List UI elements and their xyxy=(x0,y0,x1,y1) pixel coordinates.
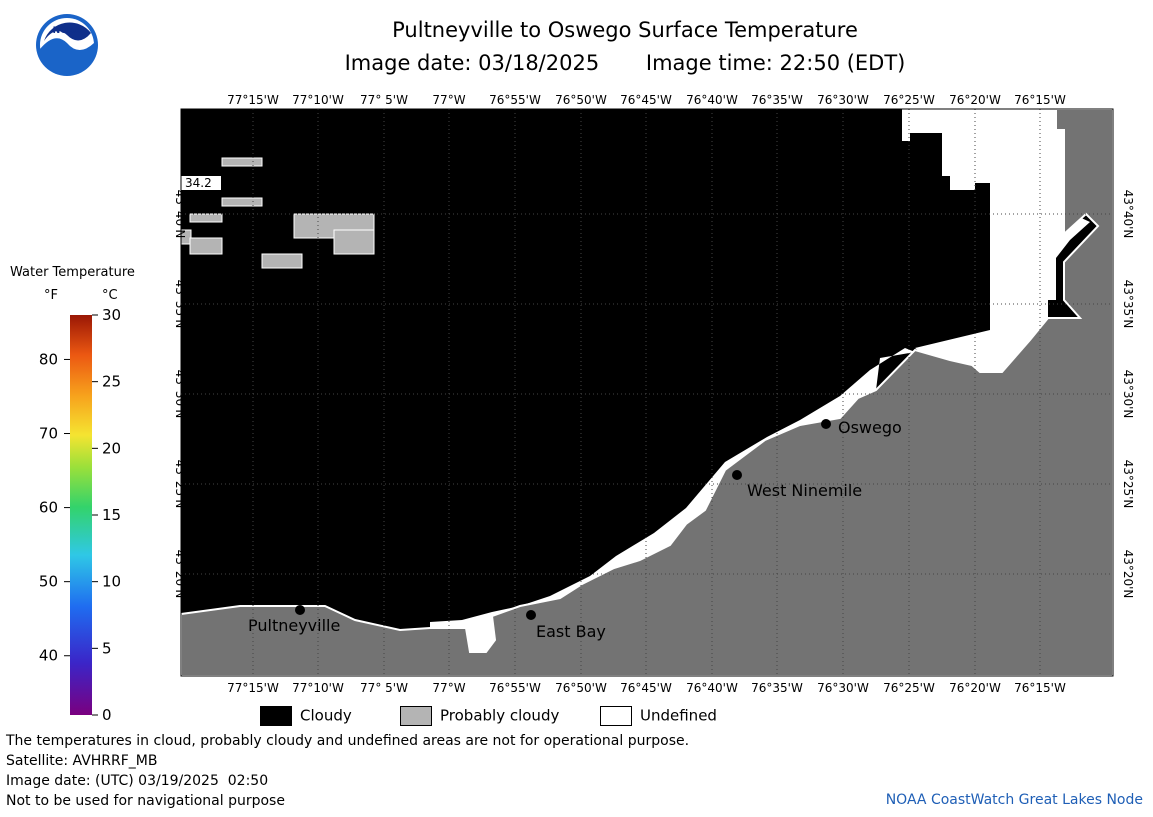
lat-label-left: 43°35'N xyxy=(173,280,187,329)
key-probably-cloudy-label: Probably cloudy xyxy=(440,706,560,725)
lon-label-top: 76°40'W xyxy=(686,93,738,107)
map-subtitle: Image date: 03/18/2025 Image time: 22:50… xyxy=(200,51,1050,75)
f-tick-label: 80 xyxy=(39,350,58,368)
lon-label-bottom: 77°W xyxy=(432,681,465,695)
c-tick-label: 0 xyxy=(102,706,112,724)
noaa-logo: NOAA xyxy=(36,14,98,76)
lat-label-right: 43°20'N xyxy=(1121,550,1135,599)
lon-label-bottom: 76°45'W xyxy=(620,681,672,695)
lon-label-bottom: 76°15'W xyxy=(1014,681,1066,695)
longitude-labels-bottom: 77°15'W 77°10'W 77° 5'W 77°W 76°55'W 76°50'W 7… xyxy=(227,681,1066,695)
longitude-labels-top: 77°15'W 77°10'W 77° 5'W 77°W 76°55'W 76°50'W 7… xyxy=(227,93,1066,107)
lon-label-top: 76°35'W xyxy=(751,93,803,107)
f-tick-label: 40 xyxy=(39,647,58,665)
map-title: Pultneyville to Oswego Surface Temperatu… xyxy=(392,18,858,42)
lon-label-top: 76°55'W xyxy=(489,93,541,107)
place-east-bay: East Bay xyxy=(536,622,606,641)
swatch-cloudy xyxy=(260,706,292,726)
fahrenheit-ticks: 80 70 60 50 40 xyxy=(39,350,70,665)
place-oswego: Oswego xyxy=(838,418,902,437)
place-west-ninemile: West Ninemile xyxy=(747,481,862,500)
f-tick-label: 70 xyxy=(39,425,58,443)
lon-label-bottom: 76°20'W xyxy=(949,681,1001,695)
legend-unit-f: °F xyxy=(44,288,58,303)
key-cloudy-label: Cloudy xyxy=(300,706,352,725)
footer-navigation-note: Not to be used for navigational purpose xyxy=(6,793,285,809)
logo-text: NOAA xyxy=(53,26,82,36)
c-tick-label: 10 xyxy=(102,573,121,591)
lat-label-left: 43°30'N xyxy=(173,370,187,419)
footer-disclaimer: The temperatures in cloud, probably clou… xyxy=(6,733,690,749)
colorbar-gradient xyxy=(70,315,92,715)
latitude-labels-left: 43°40'N 43°35'N 43°30'N 43°25'N 43°20'N xyxy=(173,190,187,599)
c-tick-label: 25 xyxy=(102,373,121,391)
lon-label-top: 76°25'W xyxy=(883,93,935,107)
lon-label-top: 77°10'W xyxy=(292,93,344,107)
marker-west-ninemile xyxy=(732,470,742,480)
marker-east-bay xyxy=(526,610,536,620)
map: 34.2 77°15'W 77°10'W 77° 5'W 77°W 76°55'W 76°… xyxy=(173,93,1135,695)
legend-title: Water Temperature xyxy=(10,265,135,280)
lat-label-left: 43°40'N xyxy=(173,190,187,239)
lon-label-top: 76°20'W xyxy=(949,93,1001,107)
c-tick-label: 30 xyxy=(102,306,121,324)
lon-label-bottom: 76°40'W xyxy=(686,681,738,695)
footer-utc-date: Image date: (UTC) 03/19/2025 02:50 xyxy=(6,773,269,789)
lon-label-top: 76°45'W xyxy=(620,93,672,107)
grid-lines xyxy=(181,109,1113,676)
latitude-labels-right: 43°40'N 43°35'N 43°30'N 43°25'N 43°20'N xyxy=(1121,190,1135,599)
lon-label-bottom: 77°10'W xyxy=(292,681,344,695)
undefined-area-east xyxy=(902,109,1090,372)
place-pultneyville: Pultneyville xyxy=(248,616,340,635)
lon-label-top: 76°15'W xyxy=(1014,93,1066,107)
lon-label-bottom: 76°30'W xyxy=(817,681,869,695)
undefined-area-shore xyxy=(430,348,915,652)
lat-label-right: 43°25'N xyxy=(1121,460,1135,509)
place-markers: Pultneyville East Bay West Ninemile Oswe… xyxy=(248,418,902,641)
footer-satellite: Satellite: AVHRRF_MB xyxy=(6,753,158,769)
f-tick-label: 60 xyxy=(39,499,58,517)
lon-label-bottom: 76°35'W xyxy=(751,681,803,695)
lat-label-left: 43°25'N xyxy=(173,460,187,509)
key-cloudy: Cloudy xyxy=(260,706,352,726)
land-area xyxy=(180,108,1114,677)
temp-label: 34.2 xyxy=(185,176,212,190)
lon-label-top: 76°50'W xyxy=(555,93,607,107)
key-undefined-label: Undefined xyxy=(640,706,717,725)
c-tick-label: 5 xyxy=(102,639,112,657)
lat-label-right: 43°30'N xyxy=(1121,370,1135,419)
lon-label-top: 77°15'W xyxy=(227,93,279,107)
f-tick-label: 50 xyxy=(39,573,58,591)
lat-label-right: 43°35'N xyxy=(1121,280,1135,329)
lon-label-bottom: 76°25'W xyxy=(883,681,935,695)
marker-pultneyville xyxy=(295,605,305,615)
image-date: Image date: 03/18/2025 xyxy=(344,51,600,75)
c-tick-label: 20 xyxy=(102,439,121,457)
celsius-ticks: 30 25 20 15 10 5 0 xyxy=(92,306,121,724)
lon-label-bottom: 76°55'W xyxy=(489,681,541,695)
temp-label-box xyxy=(181,176,221,190)
swatch-probably-cloudy xyxy=(400,706,432,726)
key-probably-cloudy: Probably cloudy xyxy=(400,706,559,726)
marker-oswego xyxy=(821,419,831,429)
swatch-undefined xyxy=(600,706,632,726)
lon-label-bottom: 76°50'W xyxy=(555,681,607,695)
lon-label-bottom: 77°15'W xyxy=(227,681,279,695)
key-undefined: Undefined xyxy=(600,706,717,726)
map-frame xyxy=(180,108,1114,677)
lat-label-left: 43°20'N xyxy=(173,550,187,599)
lon-label-top: 77° 5'W xyxy=(360,93,408,107)
lon-label-top: 76°30'W xyxy=(817,93,869,107)
footer-credit: NOAA CoastWatch Great Lakes Node xyxy=(885,792,1143,808)
image-time: Image time: 22:50 (EDT) xyxy=(645,51,906,75)
c-tick-label: 15 xyxy=(102,506,121,524)
lon-label-top: 77°W xyxy=(432,93,465,107)
legend-unit-c: °C xyxy=(102,288,118,303)
lat-label-right: 43°40'N xyxy=(1121,190,1135,239)
lon-label-bottom: 77° 5'W xyxy=(360,681,408,695)
